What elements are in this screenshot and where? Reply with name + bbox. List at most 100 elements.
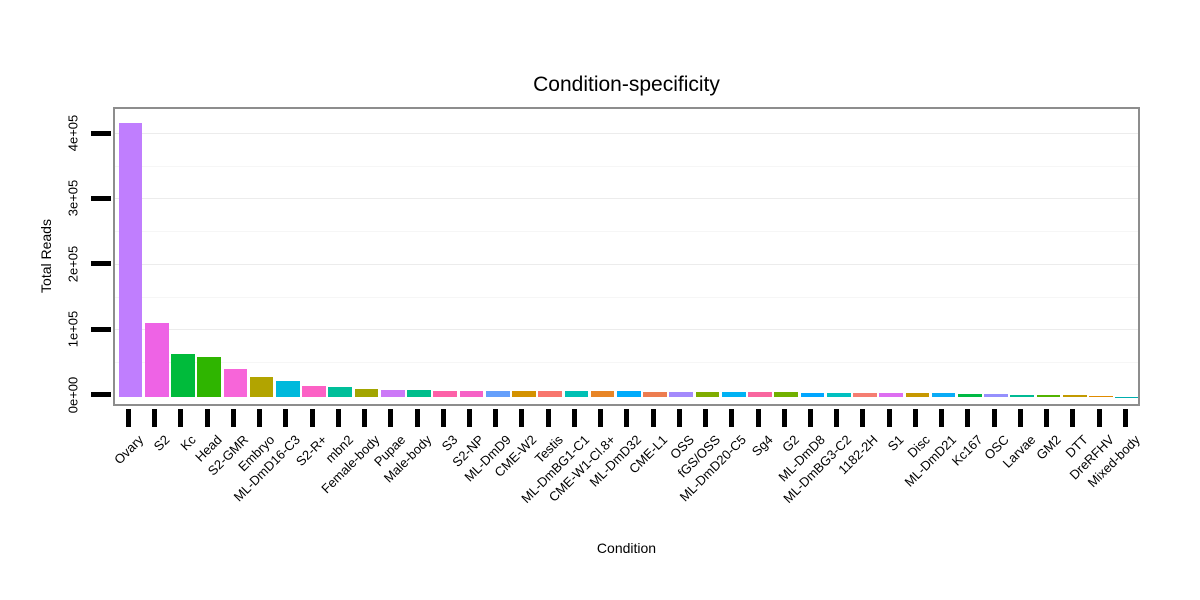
minor-gridline [115,231,1138,233]
x-axis-tick [335,409,341,427]
bar-ml-dmd16-c3 [276,380,300,397]
x-axis-tick [571,409,577,427]
bar-ml-dmd21 [931,393,956,397]
x-axis-tick [755,409,761,427]
x-axis-tick [519,409,525,427]
bar-ml-dmd8 [800,392,825,397]
x-axis-tick [126,409,131,427]
x-axis-tick [991,409,997,427]
x-tick-label: Sg4 [748,432,776,459]
bar-female-body [354,389,379,397]
x-axis-tick [965,409,971,427]
x-axis-tick [886,409,892,427]
minor-gridline [115,165,1138,167]
x-axis-tick [152,409,158,427]
x-axis-tick [676,409,682,427]
x-axis-tick [362,409,368,427]
x-axis-tick [703,409,709,427]
bar-s2-gmr [223,369,248,397]
y-axis-title: Total Reads [38,219,54,293]
bar-ml-dmd20-c5 [721,392,746,397]
x-axis-tick [939,409,945,427]
x-axis-tick [834,409,840,427]
bar-ml-dmd32 [617,391,641,397]
major-gridline [115,329,1138,331]
x-axis-tick [440,409,446,427]
y-axis-tick [91,130,111,136]
bar-s3 [433,390,458,397]
bar-cme-w1-cl-8- [590,391,615,397]
x-axis-tick [650,409,656,427]
bar-osc [984,393,1008,397]
major-gridline [115,133,1138,134]
minor-gridline [115,296,1138,298]
bar-head [197,357,222,397]
x-axis-tick [1070,409,1076,427]
bar-sg4 [748,392,772,397]
x-axis-tick [204,409,210,427]
y-tick-label: 2e+05 [65,245,81,283]
x-axis-tick [1017,409,1023,427]
bar-cme-l1 [643,391,667,397]
minor-gridline [115,361,1138,363]
x-axis-tick [545,409,551,427]
bar-g2 [774,392,799,397]
bar-testis [538,391,563,397]
y-axis-tick [91,261,111,267]
bar-s1 [879,392,903,397]
y-axis-tick [91,326,111,332]
x-tick-label: Ovary [110,432,147,468]
bar-male-body [407,390,431,397]
x-axis-tick [309,409,315,427]
x-axis-tick [624,409,630,427]
bar-1182-2h [853,392,877,397]
bar-s2-np [459,390,484,397]
y-tick-label: 0e+00 [65,376,81,413]
bar-kc167 [958,393,982,397]
bar-kc [171,353,195,397]
x-tick-label: S2 [150,432,173,454]
plot-panel [113,107,1140,406]
major-gridline [115,263,1138,265]
x-axis-title: Condition [596,540,657,556]
x-axis-tick [807,409,813,427]
x-axis-tick [1122,409,1128,427]
x-axis-tick [414,409,420,427]
x-axis-tick [493,409,499,427]
chart-title: Condition-specificity [533,73,720,96]
bar-ml-dmbg1-c1 [564,391,589,397]
bar-cme-w2 [512,390,536,397]
bar-ovary [118,123,143,397]
y-tick-label: 3e+05 [65,180,81,217]
bar-ml-dmbg3-c2 [826,392,851,397]
x-axis-tick [257,409,263,427]
major-gridline [115,198,1138,200]
x-axis-tick [178,409,184,427]
bar-s2 [144,322,169,397]
x-axis-tick [860,409,866,427]
bar-mbn2 [328,387,353,397]
bar-dtt [1062,395,1087,397]
x-axis-tick [466,409,472,427]
x-axis-tick [1096,409,1102,427]
bar-embryo [249,376,274,397]
y-axis-tick [91,392,111,398]
y-axis-tick [91,195,111,201]
y-tick-label: 4e+05 [65,114,81,152]
x-axis-tick [1044,409,1050,427]
bar-oss [669,391,694,397]
bar-s2-r- [302,386,326,397]
x-axis-tick [230,409,236,427]
bar-fgs-oss [695,391,720,397]
x-axis-tick [598,409,604,427]
x-axis-tick [781,409,787,427]
x-axis-tick [912,409,918,427]
x-axis-tick [283,409,289,427]
bar-ml-dmd9 [485,390,510,397]
bar-larvae [1010,395,1035,397]
x-tick-label: GM2 [1033,432,1065,463]
x-tick-label: S1 [884,432,907,454]
bar-pupae [380,389,405,397]
y-tick-label: 1e+05 [65,310,81,348]
